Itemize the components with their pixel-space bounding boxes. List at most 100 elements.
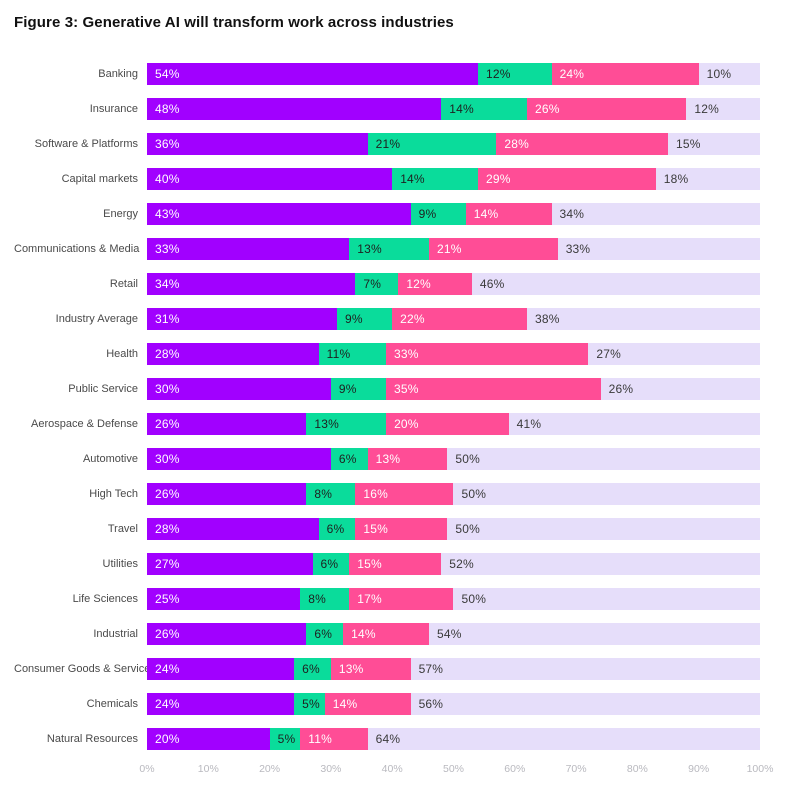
bar-green-segment: 11% bbox=[318, 343, 387, 365]
value-label: 13% bbox=[375, 452, 401, 466]
bar-pink-segment: 20% bbox=[386, 413, 509, 435]
bar-pink-segment: 35% bbox=[386, 378, 601, 400]
bar-green-segment: 6% bbox=[318, 518, 356, 540]
bar-lavender-segment: 54% bbox=[428, 623, 760, 645]
chart-row: High Tech 26% 8% 16% 50% bbox=[14, 483, 787, 505]
bar-purple-segment: 26% bbox=[147, 413, 307, 435]
bar-track: 27% 6% 15% 52% bbox=[147, 553, 760, 575]
x-axis-tick: 40% bbox=[381, 763, 403, 775]
value-label: 24% bbox=[155, 697, 180, 711]
value-label: 6% bbox=[338, 452, 357, 466]
value-label: 36% bbox=[155, 137, 180, 151]
value-label: 29% bbox=[486, 172, 511, 186]
chart-row: Health 28% 11% 33% 27% bbox=[14, 343, 787, 365]
value-label: 22% bbox=[400, 312, 425, 326]
chart-row: Chemicals 24% 5% 14% 56% bbox=[14, 693, 787, 715]
category-label: Banking bbox=[98, 67, 138, 80]
bar-green-segment: 14% bbox=[441, 98, 528, 120]
value-label: 33% bbox=[155, 242, 180, 256]
chart-row: Communications & Media 33% 13% 21% 33% bbox=[14, 238, 787, 260]
bar-pink-segment: 14% bbox=[465, 203, 552, 225]
bar-lavender-segment: 38% bbox=[527, 308, 760, 330]
chart-row: Insurance 48% 14% 26% 12% bbox=[14, 98, 787, 120]
bar-purple-segment: 27% bbox=[147, 553, 313, 575]
chart-row: Software & Platforms 36% 21% 28% 15% bbox=[14, 133, 787, 155]
value-label: 12% bbox=[694, 102, 720, 116]
value-label: 10% bbox=[706, 67, 732, 81]
value-label: 5% bbox=[277, 732, 296, 746]
category-label: Public Service bbox=[68, 382, 138, 395]
bar-lavender-segment: 46% bbox=[471, 273, 760, 295]
value-label: 50% bbox=[461, 592, 487, 606]
stacked-bar-chart: Banking 54% 12% 24% 10% Insurance 48% 14% 26% 12%… bbox=[14, 63, 787, 779]
value-label: 50% bbox=[455, 452, 480, 466]
bar-track: 26% 6% 14% 54% bbox=[147, 623, 760, 645]
chart-row: Banking 54% 12% 24% 10% bbox=[14, 63, 787, 85]
chart-row: Public Service 30% 9% 35% 26% bbox=[14, 378, 787, 400]
chart-row: Utilities 27% 6% 15% 52% bbox=[14, 553, 787, 575]
value-label: 9% bbox=[418, 207, 437, 221]
bar-purple-segment: 25% bbox=[147, 588, 301, 610]
bar-pink-segment: 21% bbox=[428, 238, 558, 260]
bar-track: 30% 9% 35% 26% bbox=[147, 378, 760, 400]
bar-purple-segment: 40% bbox=[147, 168, 393, 190]
x-axis-tick: 100% bbox=[746, 763, 774, 775]
category-label: Consumer Goods & Services bbox=[14, 662, 156, 675]
bar-lavender-segment: 33% bbox=[557, 238, 760, 260]
category-label: Travel bbox=[107, 522, 138, 535]
x-axis-tick: 80% bbox=[626, 763, 648, 775]
bar-pink-segment: 24% bbox=[551, 63, 699, 85]
category-label: Industrial bbox=[93, 627, 138, 640]
bar-green-segment: 12% bbox=[478, 63, 552, 85]
value-label: 40% bbox=[155, 172, 180, 186]
value-label: 34% bbox=[155, 277, 180, 291]
chart-rows: Banking 54% 12% 24% 10% Insurance 48% 14% 26% 12%… bbox=[14, 63, 787, 750]
category-label: Automotive bbox=[82, 452, 138, 465]
bar-track: 31% 9% 22% 38% bbox=[147, 308, 760, 330]
bar-pink-segment: 13% bbox=[367, 448, 448, 470]
value-label: 13% bbox=[314, 417, 339, 431]
bar-track: 24% 5% 14% 56% bbox=[147, 693, 760, 715]
value-label: 35% bbox=[394, 382, 419, 396]
bar-lavender-segment: 10% bbox=[698, 63, 760, 85]
bar-pink-segment: 12% bbox=[398, 273, 472, 295]
value-label: 52% bbox=[449, 557, 474, 571]
bar-green-segment: 7% bbox=[355, 273, 399, 295]
value-label: 14% bbox=[351, 627, 376, 641]
value-label: 48% bbox=[155, 102, 180, 116]
value-label: 12% bbox=[406, 277, 431, 291]
chart-row: Industry Average 31% 9% 22% 38% bbox=[14, 308, 787, 330]
bar-pink-segment: 13% bbox=[330, 658, 411, 680]
bar-track: 36% 21% 28% 15% bbox=[147, 133, 760, 155]
value-label: 11% bbox=[326, 347, 351, 361]
value-label: 9% bbox=[338, 382, 357, 396]
value-label: 6% bbox=[302, 662, 320, 676]
category-label: Energy bbox=[103, 207, 138, 220]
bar-pink-segment: 26% bbox=[527, 98, 687, 120]
bar-track: 25% 8% 17% 50% bbox=[147, 588, 760, 610]
bar-pink-segment: 14% bbox=[324, 693, 411, 715]
value-label: 15% bbox=[676, 137, 701, 151]
chart-row: Automotive 30% 6% 13% 50% bbox=[14, 448, 787, 470]
bar-green-segment: 13% bbox=[306, 413, 387, 435]
value-label: 50% bbox=[455, 522, 480, 536]
value-label: 30% bbox=[155, 452, 180, 466]
value-label: 13% bbox=[338, 662, 364, 676]
bar-pink-segment: 33% bbox=[386, 343, 589, 365]
value-label: 6% bbox=[320, 557, 339, 571]
bar-lavender-segment: 15% bbox=[668, 133, 760, 155]
chart-row: Energy 43% 9% 14% 34% bbox=[14, 203, 787, 225]
bar-purple-segment: 54% bbox=[147, 63, 479, 85]
x-axis-tick: 0% bbox=[139, 763, 155, 775]
bar-pink-segment: 15% bbox=[349, 553, 442, 575]
bar-pink-segment: 16% bbox=[355, 483, 454, 505]
value-label: 46% bbox=[479, 277, 505, 291]
bar-track: 34% 7% 12% 46% bbox=[147, 273, 760, 295]
value-label: 9% bbox=[345, 312, 363, 326]
bar-green-segment: 9% bbox=[410, 203, 466, 225]
value-label: 16% bbox=[363, 487, 389, 501]
value-label: 33% bbox=[565, 242, 591, 256]
category-label: Capital markets bbox=[61, 172, 138, 185]
bar-purple-segment: 24% bbox=[147, 693, 295, 715]
bar-track: 33% 13% 21% 33% bbox=[147, 238, 760, 260]
